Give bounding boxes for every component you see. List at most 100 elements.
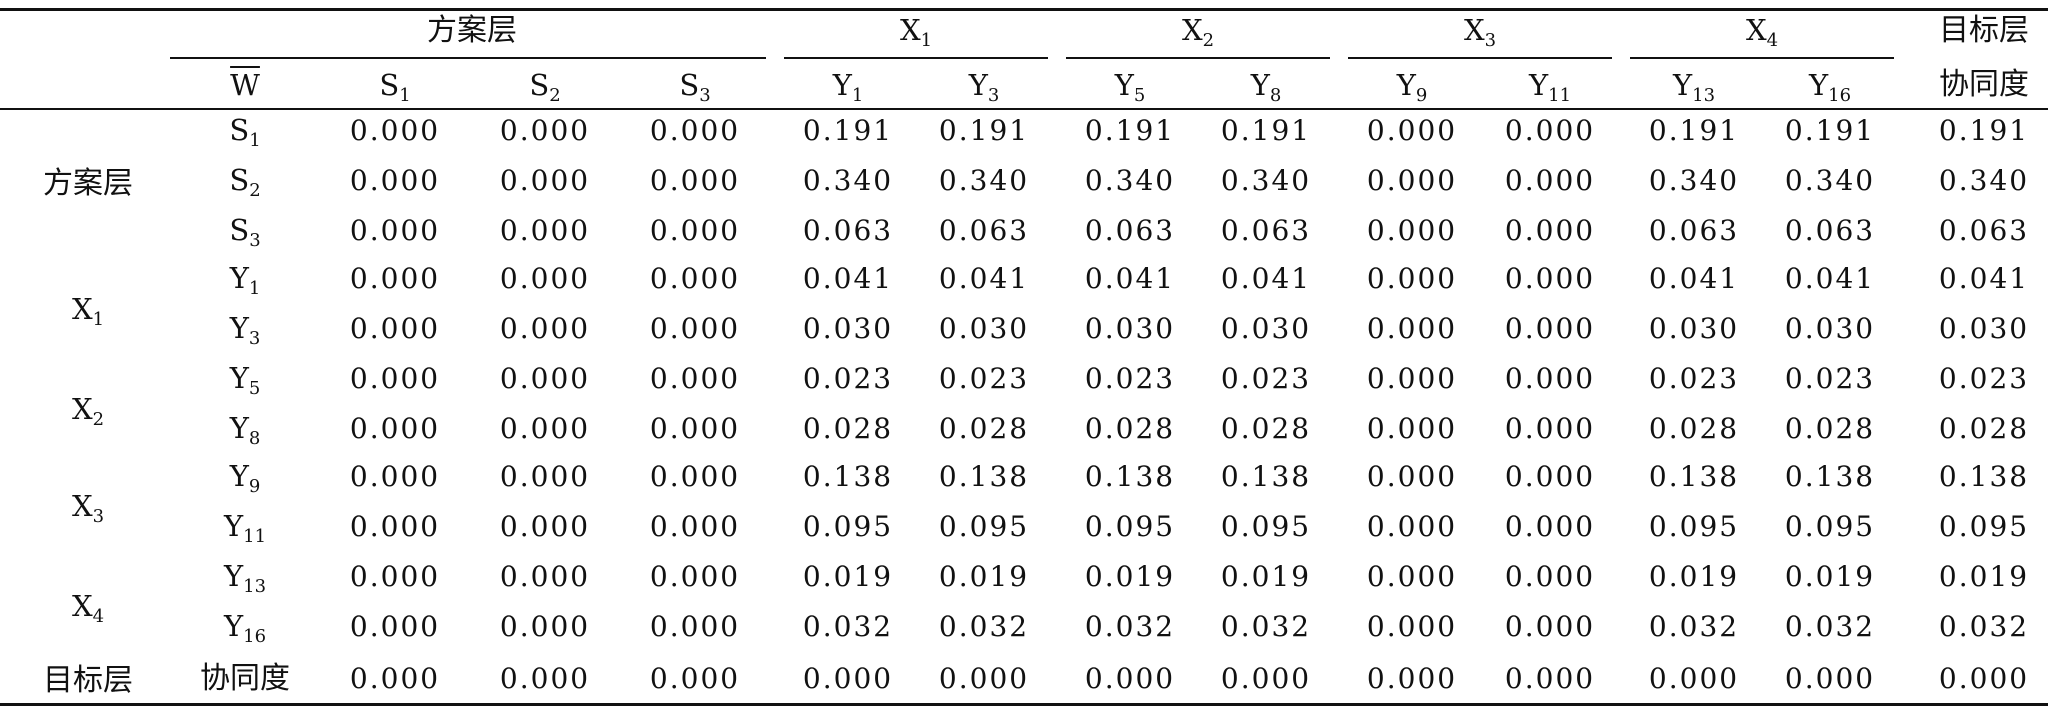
- row-label: S2: [229, 163, 261, 201]
- table-cell: 0.000: [499, 312, 591, 345]
- table-cell: 0.032: [1938, 610, 2030, 643]
- table-cell: 0.000: [349, 262, 441, 295]
- col-header-s1: S1: [379, 68, 411, 106]
- table-cell: 0.340: [1084, 164, 1176, 197]
- row-label: 协同度: [200, 661, 290, 696]
- group-header-scheme-layer: 方案层: [427, 13, 517, 48]
- table-cell: 0.000: [649, 560, 741, 593]
- table-cell: 0.138: [1084, 460, 1176, 493]
- table-cell: 0.000: [349, 312, 441, 345]
- table-cell: 0.028: [1084, 412, 1176, 445]
- table-cell: 0.023: [802, 362, 894, 395]
- header-rule: [0, 108, 2048, 110]
- table-cell: 0.032: [1648, 610, 1740, 643]
- group-header-x4: X4: [1745, 13, 1779, 51]
- table-cell: 0.032: [1084, 610, 1176, 643]
- table-cell: 0.000: [802, 662, 894, 695]
- table-cell: 0.041: [1938, 262, 2030, 295]
- group-underline-scheme: [170, 57, 766, 59]
- table-cell: 0.000: [1938, 662, 2030, 695]
- table-cell: 0.000: [1366, 560, 1458, 593]
- table-cell: 0.000: [349, 412, 441, 445]
- group-underline-x2: [1066, 57, 1330, 59]
- table-cell: 0.032: [1220, 610, 1312, 643]
- table-cell: 0.000: [649, 510, 741, 543]
- table-cell: 0.095: [1648, 510, 1740, 543]
- table-cell: 0.000: [499, 214, 591, 247]
- table-cell: 0.000: [649, 262, 741, 295]
- table-cell: 0.000: [1504, 412, 1596, 445]
- table-cell: 0.030: [1648, 312, 1740, 345]
- group-header-target-layer: 目标层: [1939, 13, 2029, 48]
- row-label: Y3: [229, 311, 261, 349]
- table-cell: 0.019: [1648, 560, 1740, 593]
- row-group-scheme-layer: 方案层: [43, 166, 133, 201]
- table-cell: 0.028: [938, 412, 1030, 445]
- table-cell: 0.063: [1220, 214, 1312, 247]
- col-header-y1: Y1: [832, 68, 864, 106]
- table-cell: 0.032: [938, 610, 1030, 643]
- table-cell: 0.138: [1648, 460, 1740, 493]
- table-cell: 0.041: [1784, 262, 1876, 295]
- table-cell: 0.000: [349, 362, 441, 395]
- table-cell: 0.340: [938, 164, 1030, 197]
- table-cell: 0.340: [1648, 164, 1740, 197]
- table-cell: 0.000: [649, 164, 741, 197]
- table-cell: 0.041: [1220, 262, 1312, 295]
- row-label: Y8: [229, 411, 261, 449]
- table-cell: 0.041: [1084, 262, 1176, 295]
- table-cell: 0.000: [1504, 662, 1596, 695]
- group-underline-x4: [1630, 57, 1894, 59]
- table-cell: 0.028: [1784, 412, 1876, 445]
- table-cell: 0.030: [802, 312, 894, 345]
- table-cell: 0.095: [1084, 510, 1176, 543]
- table-cell: 0.000: [349, 164, 441, 197]
- table-cell: 0.000: [1366, 214, 1458, 247]
- table-cell: 0.191: [1938, 114, 2030, 147]
- table-cell: 0.028: [1648, 412, 1740, 445]
- table-cell: 0.000: [349, 560, 441, 593]
- table-cell: 0.030: [1220, 312, 1312, 345]
- table-cell: 0.030: [938, 312, 1030, 345]
- table-cell: 0.000: [1648, 662, 1740, 695]
- col-header-y8: Y8: [1250, 68, 1282, 106]
- col-header-y3: Y3: [968, 68, 1000, 106]
- group-header-x3: X3: [1463, 13, 1497, 51]
- bottom-rule: [0, 703, 2048, 706]
- table-cell: 0.019: [802, 560, 894, 593]
- table-cell: 0.340: [1938, 164, 2030, 197]
- table-cell: 0.000: [1366, 460, 1458, 493]
- row-label: Y13: [223, 559, 267, 597]
- table-cell: 0.000: [1504, 362, 1596, 395]
- table-cell: 0.000: [349, 214, 441, 247]
- table-cell: 0.000: [499, 262, 591, 295]
- table-cell: 0.191: [802, 114, 894, 147]
- table-cell: 0.000: [649, 312, 741, 345]
- table-cell: 0.095: [1220, 510, 1312, 543]
- table-cell: 0.000: [649, 214, 741, 247]
- row-label: Y11: [223, 509, 267, 547]
- row-group-x1: X1: [71, 292, 105, 330]
- row-label: S3: [229, 213, 261, 251]
- col-header-synergy: 协同度: [1939, 67, 2029, 102]
- row-label: Y1: [229, 261, 261, 299]
- table-cell: 0.138: [802, 460, 894, 493]
- group-header-x2: X2: [1181, 13, 1215, 51]
- table-cell: 0.019: [1220, 560, 1312, 593]
- table-cell: 0.000: [349, 114, 441, 147]
- table-cell: 0.000: [1366, 312, 1458, 345]
- table-cell: 0.191: [938, 114, 1030, 147]
- table-cell: 0.019: [1938, 560, 2030, 593]
- table-cell: 0.000: [649, 610, 741, 643]
- col-header-y5: Y5: [1114, 68, 1146, 106]
- table-cell: 0.095: [1784, 510, 1876, 543]
- row-group-x3: X3: [71, 489, 105, 527]
- group-header-x1: X1: [899, 13, 933, 51]
- row-group-x4: X4: [71, 589, 105, 627]
- table-cell: 0.041: [1648, 262, 1740, 295]
- table-cell: 0.028: [1938, 412, 2030, 445]
- table-cell: 0.000: [1366, 412, 1458, 445]
- table-cell: 0.000: [649, 362, 741, 395]
- table-cell: 0.000: [499, 460, 591, 493]
- table-cell: 0.000: [1366, 362, 1458, 395]
